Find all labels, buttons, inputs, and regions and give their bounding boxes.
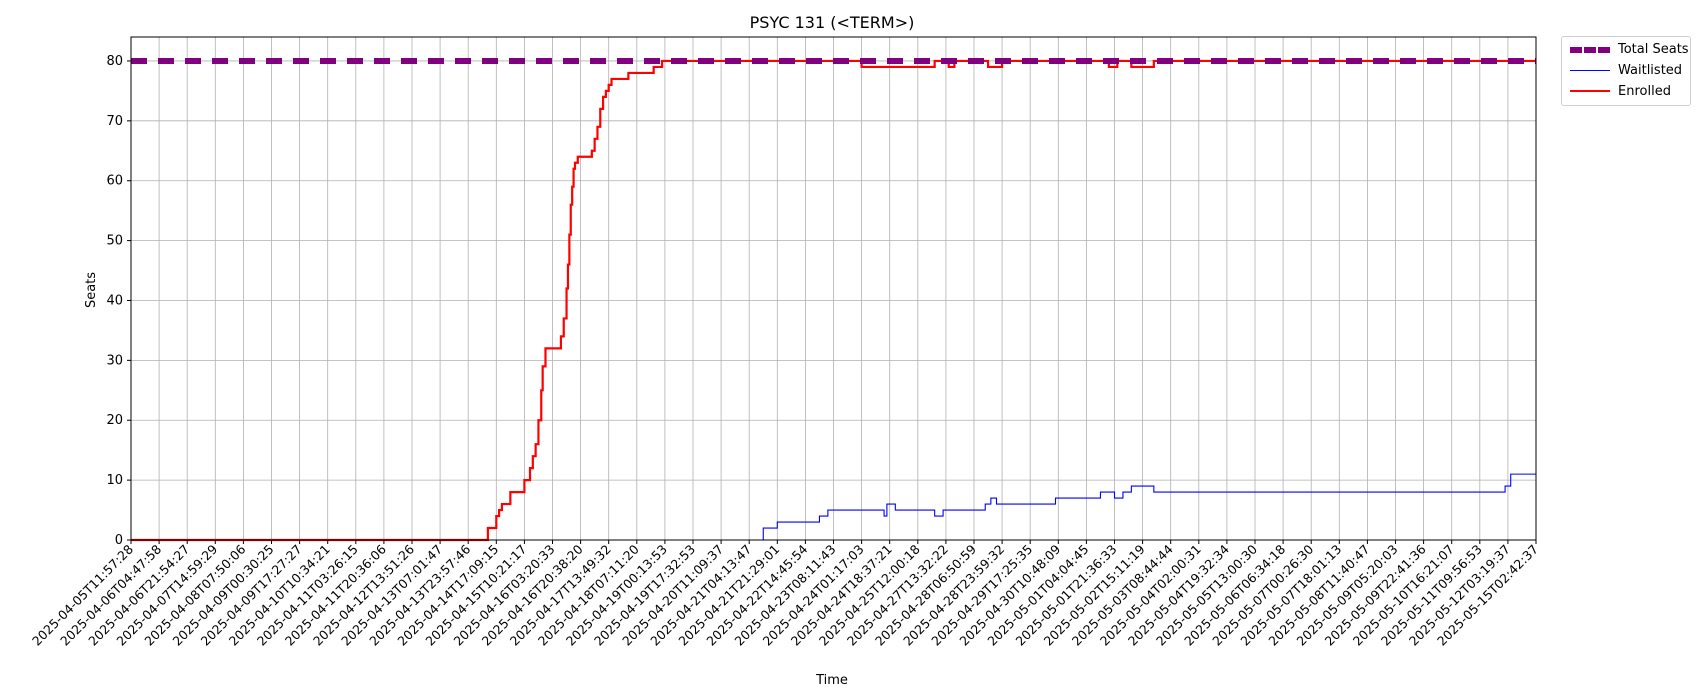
x-axis-label: Time [815, 673, 848, 688]
y-axis: 0 10 20 30 40 50 60 70 80 [106, 54, 131, 548]
legend-label-total-seats: Total Seats [1618, 42, 1689, 57]
chart-title: PSYC 131 (<TERM>) [750, 13, 915, 32]
y-tick-label: 0 [115, 533, 123, 548]
y-tick-label: 40 [106, 293, 123, 308]
y-axis-label: Seats [84, 272, 99, 308]
legend-swatch-waitlisted [1570, 70, 1610, 71]
y-tick-label: 30 [106, 353, 123, 368]
grid [130, 37, 1537, 541]
legend-item-waitlisted: Waitlisted [1562, 62, 1690, 80]
waitlisted-line [131, 473, 1536, 541]
legend-item-enrolled: Enrolled [1562, 83, 1690, 101]
y-tick-label: 50 [106, 234, 123, 249]
y-tick-label: 80 [106, 54, 123, 69]
y-tick-label: 70 [106, 114, 123, 129]
y-tick-label: 20 [106, 413, 123, 428]
x-axis: 2025-04-05T11:57:282025-04-06T04:47:5820… [29, 540, 1541, 649]
legend-label-enrolled: Enrolled [1618, 84, 1671, 99]
legend: Total Seats Waitlisted Enrolled [1561, 36, 1691, 106]
legend-swatch-enrolled [1570, 90, 1610, 92]
legend-label-waitlisted: Waitlisted [1618, 63, 1683, 78]
legend-swatch-total-seats [1570, 47, 1610, 53]
y-tick-label: 60 [106, 174, 123, 189]
y-tick-label: 10 [106, 473, 123, 488]
legend-item-total-seats: Total Seats [1562, 41, 1690, 59]
enrolled-line [131, 59, 1536, 542]
series-layer [131, 57, 1536, 542]
